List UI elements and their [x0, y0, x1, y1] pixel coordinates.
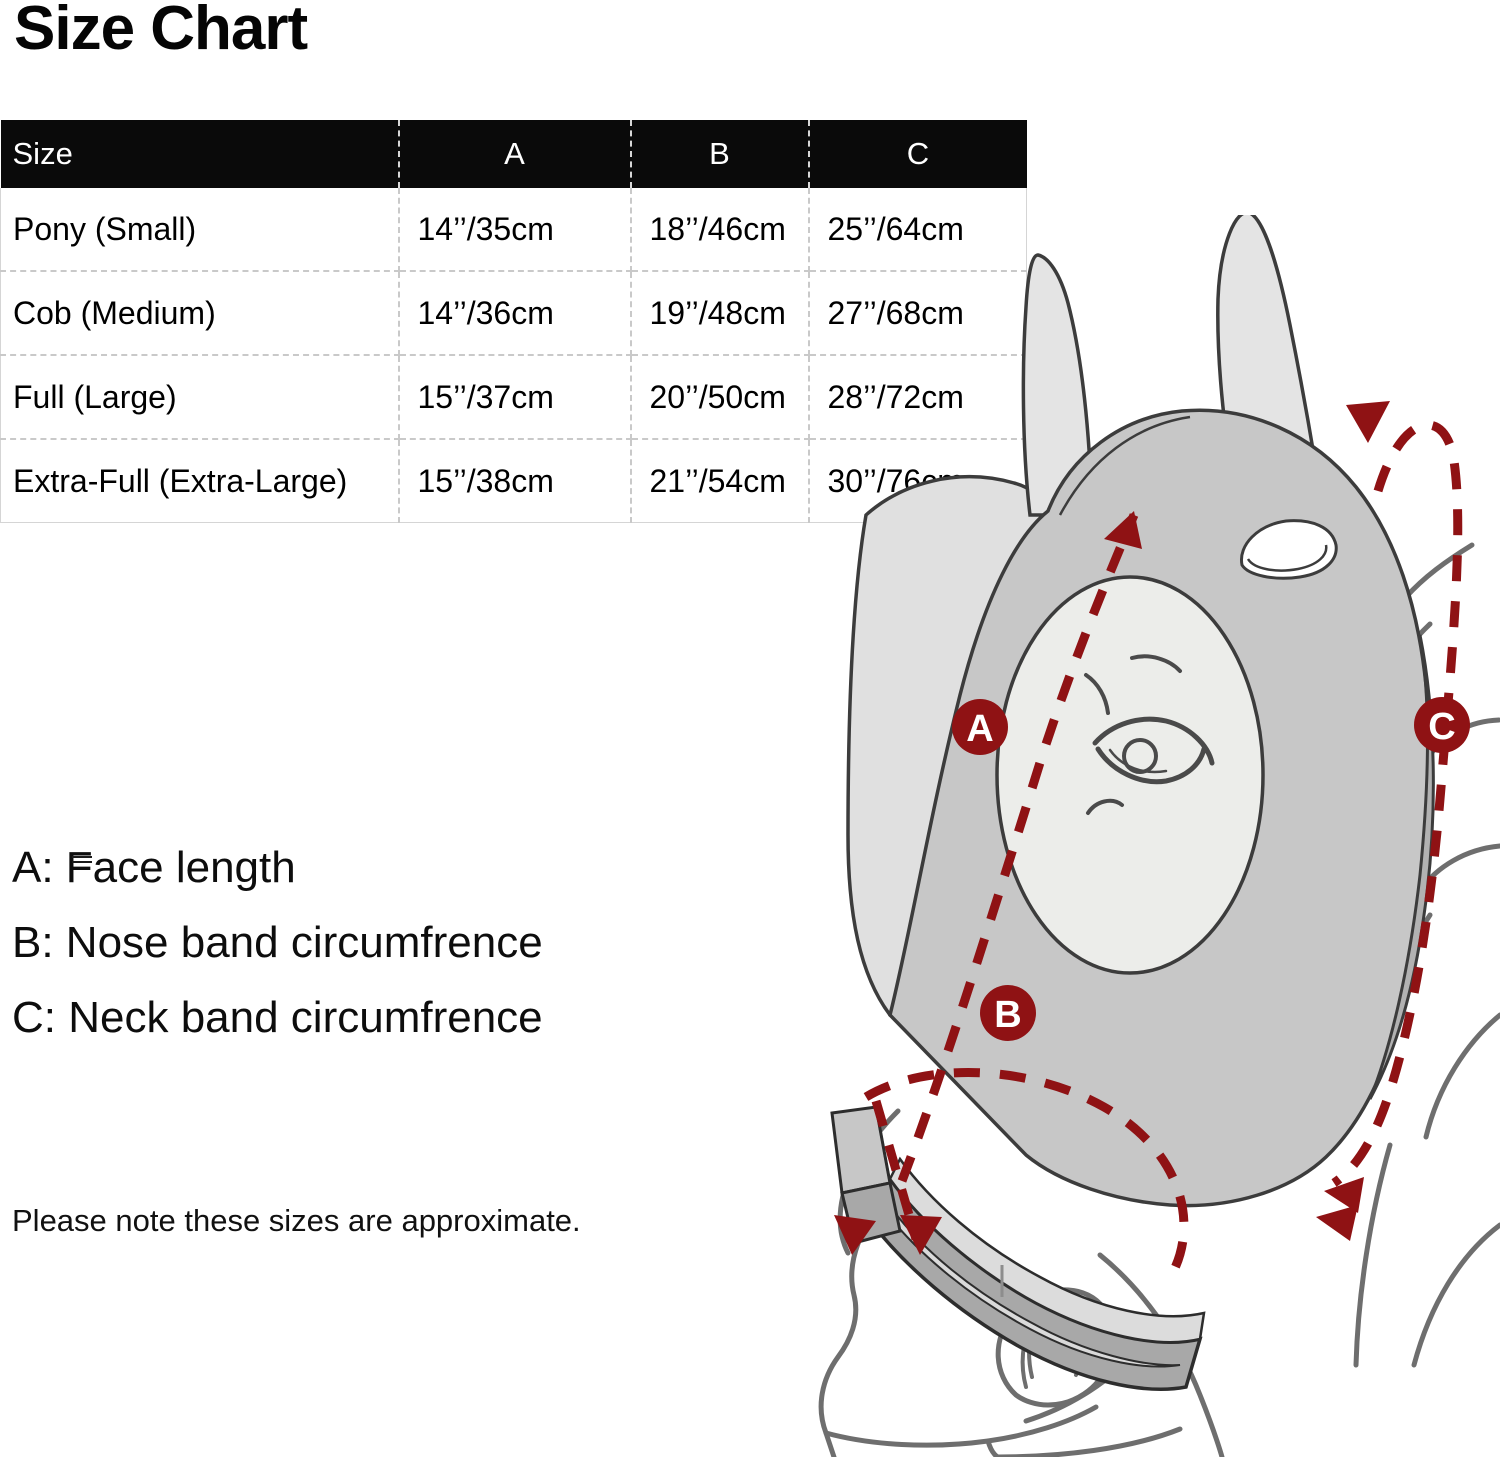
mask-crown-seam [1058, 415, 1191, 516]
measure-line-b [863, 1068, 1189, 1284]
marker-c-label: C [1428, 706, 1455, 748]
horse-fly-mask-diagram: A B C [730, 215, 1500, 1457]
arrowhead-c-bottom [1324, 1177, 1364, 1213]
cell-size: Pony (Small) [0, 188, 400, 272]
measurement-overlay [863, 420, 1463, 1284]
arrowhead-b-down [900, 1215, 942, 1255]
measure-line-b-front [871, 1099, 921, 1241]
horse-eye [1084, 654, 1215, 815]
approximate-sizes-note: Please note these sizes are approximate. [12, 1203, 581, 1238]
mask-right-rim [1368, 634, 1435, 1100]
marker-c: C [1414, 697, 1470, 753]
marker-b-label: B [994, 994, 1021, 1036]
marker-a: A [952, 699, 1008, 755]
measurement-markers: A B C [952, 697, 1470, 1041]
legend-item-c: C: Neck band circumfrence [12, 993, 543, 1042]
cell-size: Cob (Medium) [0, 271, 400, 356]
cell-a: 14’’/36cm [398, 271, 632, 356]
legend-item-b: B: Nose band circumfrence [12, 918, 543, 967]
table-row: Pony (Small) 14’’/35cm 18’’/46cm 25’’/64… [0, 188, 1027, 272]
cell-size: Full (Large) [0, 355, 400, 440]
arrowhead-b-right [1316, 1205, 1358, 1241]
marker-b: B [980, 985, 1036, 1041]
page-title: Size Chart [14, 0, 308, 63]
table-header: Size A B C [0, 120, 1027, 188]
ear-opening-inner [1246, 544, 1328, 572]
arrowhead-b-left [834, 1215, 876, 1255]
cell-c: 27’’/68cm [808, 271, 1027, 356]
measurement-legend: A: Face length B: Nose band circumfrence… [12, 830, 543, 1055]
cell-b: 18’’/46cm [630, 188, 810, 272]
cell-b: 20’’/50cm [630, 355, 810, 440]
legend-item-a: A: Face length [12, 843, 296, 892]
measure-line-c [1331, 420, 1463, 1187]
nose-band-inner-face [888, 1156, 1206, 1344]
column-header-a: A [398, 120, 632, 188]
table-row: Cob (Medium) 14’’/36cm 19’’/48cm 27’’/68… [0, 271, 1027, 356]
measurement-arrowheads [834, 401, 1390, 1255]
cell-size: Extra-Full (Extra-Large) [0, 439, 400, 523]
column-header-c: C [808, 120, 1027, 188]
cell-a: 14’’/35cm [398, 188, 632, 272]
arrowhead-a-top [1104, 511, 1142, 549]
nose-band-opening [886, 1207, 1181, 1368]
cell-c: 25’’/64cm [808, 188, 1027, 272]
size-chart-table: Size A B C Pony (Small) 14’’/35cm 18’’/4… [0, 120, 1027, 523]
table-row: Extra-Full (Extra-Large) 15’’/38cm 21’’/… [0, 439, 1027, 523]
arrowhead-c-top [1346, 401, 1390, 443]
cell-b: 21’’/54cm [630, 439, 810, 523]
cell-b: 19’’/48cm [630, 271, 810, 356]
table-row: Full (Large) 15’’/37cm 20’’/50cm 28’’/72… [0, 355, 1027, 440]
cell-c: 28’’/72cm [808, 355, 1027, 440]
table-header-row: Size A B C [0, 120, 1027, 188]
column-header-size: Size [0, 120, 400, 188]
measure-line-a [897, 513, 1139, 1183]
table-body: Pony (Small) 14’’/35cm 18’’/46cm 25’’/64… [0, 188, 1027, 523]
marker-a-label: A [966, 708, 993, 750]
column-header-b: B [630, 120, 810, 188]
cell-a: 15’’/38cm [398, 439, 632, 523]
cell-a: 15’’/37cm [398, 355, 632, 440]
